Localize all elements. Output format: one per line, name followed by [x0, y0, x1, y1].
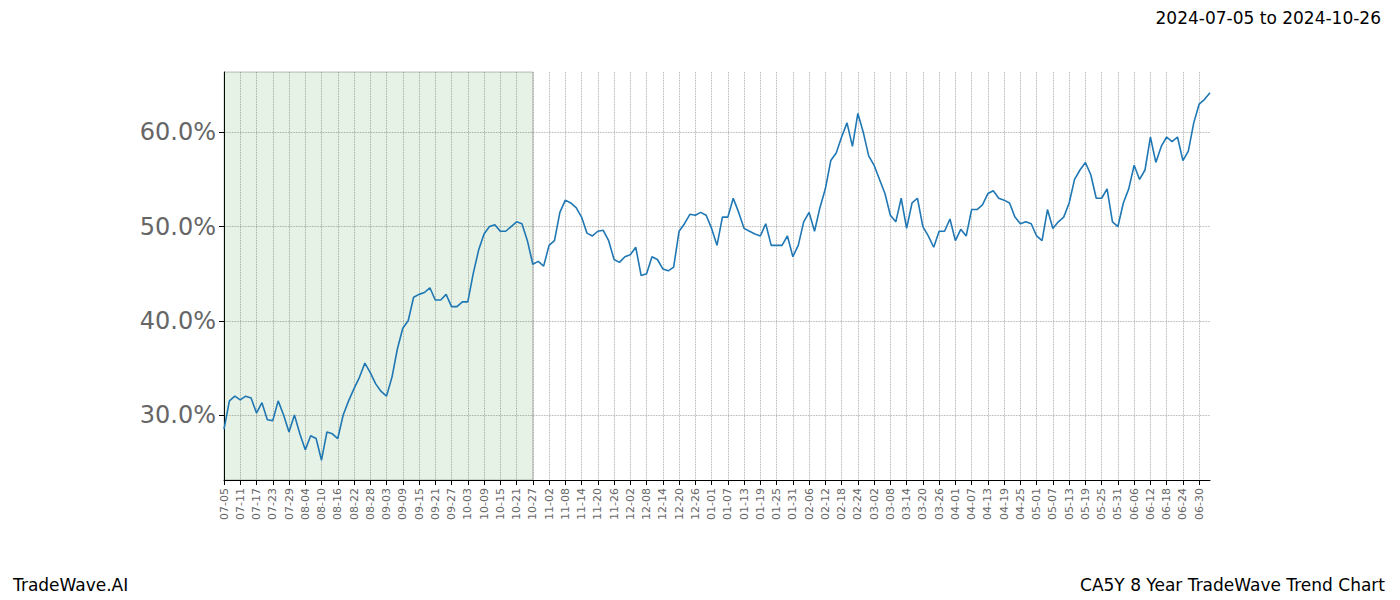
svg-text:05-25: 05-25 — [1095, 488, 1108, 520]
svg-text:05-01: 05-01 — [1030, 488, 1043, 520]
svg-text:06-24: 06-24 — [1176, 488, 1189, 520]
svg-text:09-03: 09-03 — [380, 488, 393, 520]
svg-text:04-01: 04-01 — [949, 488, 962, 520]
svg-text:03-14: 03-14 — [900, 488, 913, 520]
svg-text:12-02: 12-02 — [624, 488, 637, 520]
svg-text:09-27: 09-27 — [445, 488, 458, 520]
svg-text:11-02: 11-02 — [543, 488, 556, 520]
svg-text:08-22: 08-22 — [348, 488, 361, 520]
svg-text:30.0%: 30.0% — [140, 401, 216, 429]
svg-text:01-01: 01-01 — [705, 488, 718, 520]
svg-text:10-09: 10-09 — [478, 488, 491, 520]
svg-text:07-05: 07-05 — [218, 488, 231, 520]
svg-text:05-31: 05-31 — [1111, 488, 1124, 520]
svg-text:06-12: 06-12 — [1144, 488, 1157, 520]
svg-text:03-26: 03-26 — [933, 488, 946, 520]
svg-text:11-26: 11-26 — [608, 488, 621, 520]
svg-text:02-24: 02-24 — [851, 488, 864, 520]
svg-text:11-14: 11-14 — [575, 488, 588, 520]
svg-text:CA5Y 8 Year TradeWave Trend Ch: CA5Y 8 Year TradeWave Trend Chart — [1080, 575, 1385, 595]
svg-text:04-13: 04-13 — [981, 488, 994, 520]
svg-text:09-09: 09-09 — [396, 488, 409, 520]
svg-text:04-19: 04-19 — [998, 488, 1011, 520]
svg-text:02-18: 02-18 — [835, 488, 848, 520]
svg-text:03-02: 03-02 — [868, 488, 881, 520]
svg-text:05-19: 05-19 — [1079, 488, 1092, 520]
svg-text:08-10: 08-10 — [315, 488, 328, 520]
svg-text:04-07: 04-07 — [965, 488, 978, 520]
svg-text:03-08: 03-08 — [884, 488, 897, 520]
svg-text:01-25: 01-25 — [770, 488, 783, 520]
svg-text:2024-07-05 to 2024-10-26: 2024-07-05 to 2024-10-26 — [1156, 8, 1381, 28]
svg-text:12-26: 12-26 — [689, 488, 702, 520]
svg-text:01-31: 01-31 — [786, 488, 799, 520]
svg-text:10-15: 10-15 — [494, 488, 507, 520]
svg-text:01-13: 01-13 — [738, 488, 751, 520]
svg-text:06-18: 06-18 — [1160, 488, 1173, 520]
svg-text:08-28: 08-28 — [364, 488, 377, 520]
svg-text:09-15: 09-15 — [413, 488, 426, 520]
svg-text:12-08: 12-08 — [640, 488, 653, 520]
svg-text:07-29: 07-29 — [283, 488, 296, 520]
svg-text:60.0%: 60.0% — [140, 118, 216, 146]
svg-text:06-30: 06-30 — [1193, 488, 1206, 520]
svg-text:01-07: 01-07 — [721, 488, 734, 520]
svg-text:08-04: 08-04 — [299, 488, 312, 520]
svg-text:11-20: 11-20 — [591, 488, 604, 520]
svg-text:09-21: 09-21 — [429, 488, 442, 520]
svg-text:08-16: 08-16 — [331, 488, 344, 520]
svg-text:07-17: 07-17 — [250, 488, 263, 520]
svg-text:07-23: 07-23 — [266, 488, 279, 520]
svg-text:03-20: 03-20 — [916, 488, 929, 520]
svg-text:05-13: 05-13 — [1063, 488, 1076, 520]
svg-text:02-06: 02-06 — [803, 488, 816, 520]
svg-text:TradeWave.AI: TradeWave.AI — [12, 575, 128, 595]
svg-text:40.0%: 40.0% — [140, 307, 216, 335]
svg-text:12-20: 12-20 — [673, 488, 686, 520]
svg-text:10-27: 10-27 — [526, 488, 539, 520]
svg-text:10-21: 10-21 — [510, 488, 523, 520]
svg-text:10-03: 10-03 — [461, 488, 474, 520]
svg-text:02-12: 02-12 — [819, 488, 832, 520]
svg-text:04-25: 04-25 — [1014, 488, 1027, 520]
svg-text:07-11: 07-11 — [234, 488, 247, 520]
svg-text:11-08: 11-08 — [559, 488, 572, 520]
svg-text:05-07: 05-07 — [1046, 488, 1059, 520]
svg-text:50.0%: 50.0% — [140, 213, 216, 241]
svg-text:12-14: 12-14 — [656, 488, 669, 520]
svg-text:06-06: 06-06 — [1128, 488, 1141, 520]
svg-text:01-19: 01-19 — [754, 488, 767, 520]
